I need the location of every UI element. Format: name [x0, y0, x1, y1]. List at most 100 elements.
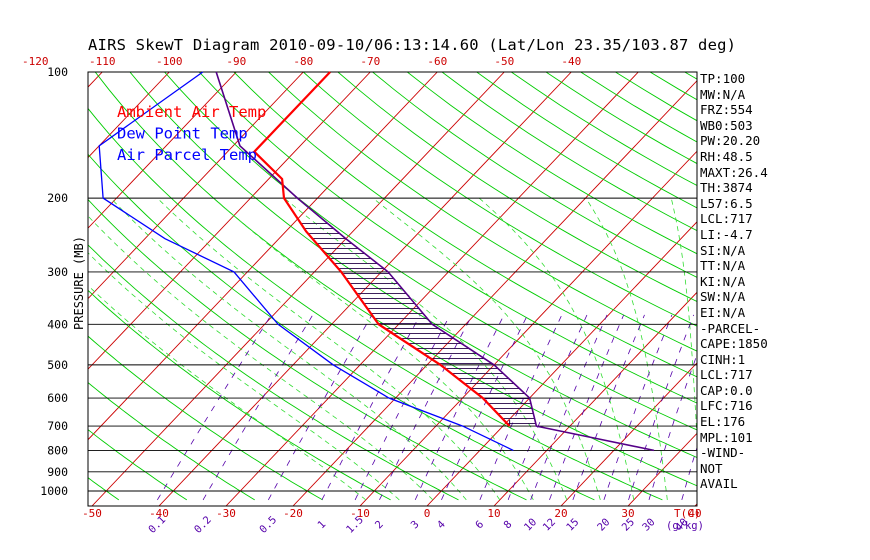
- stat-line: LI:-4.7: [700, 226, 753, 242]
- mixing-ratio-tick-label: 2: [373, 518, 386, 531]
- stat-line: -WIND-: [700, 445, 746, 461]
- dry-adiabat-line: [372, 72, 697, 278]
- isotherm-line: [359, 150, 697, 506]
- dry-adiabat-line: [268, 72, 697, 352]
- stat-line: TT:N/A: [700, 258, 746, 274]
- chart-title: AIRS SkewT Diagram 2010-09-10/06:13:14.6…: [88, 36, 737, 54]
- isotherm-line: [560, 362, 697, 506]
- pressure-tick-label: 300: [47, 265, 68, 279]
- isotherm-line: [493, 291, 697, 506]
- mixing-ratio-line: [321, 314, 421, 501]
- stat-line: TP:100: [700, 71, 746, 86]
- mixing-ratio-line: [572, 314, 645, 501]
- bottom-temperature-tick-label: -20: [283, 507, 303, 520]
- dry-adiabat-line: [88, 335, 323, 501]
- mixing-ratio-tick-label: 1: [315, 518, 328, 531]
- dry-adiabat-line: [88, 477, 120, 501]
- legend-parcel-temp: Air Parcel Temp: [117, 146, 257, 164]
- isotherm-line: [88, 72, 237, 229]
- dry-adiabat-line: [198, 72, 697, 404]
- pressure-tick-label: 900: [47, 465, 68, 479]
- dry-adiabat-line: [164, 72, 697, 431]
- bottom-temperature-tick-label: 10: [487, 507, 500, 520]
- mixing-ratio-tick-label: 6: [473, 518, 486, 531]
- moist-adiabat-line: [110, 197, 467, 501]
- bottom-temperature-tick-label: 0: [424, 507, 431, 520]
- mixing-ratio-line: [648, 353, 697, 501]
- thermo-grid: [88, 72, 697, 506]
- mixing-ratio-tick-label: 0.2: [192, 514, 214, 536]
- bottom-temperature-tick-label: 40: [688, 507, 701, 520]
- mixing-ratio-line: [603, 314, 673, 501]
- top-temperature-tick-label: -110: [89, 55, 116, 68]
- top-temperature-tick-label: -70: [360, 55, 380, 68]
- moist-adiabat-line: [670, 198, 697, 444]
- pressure-tick-label: 100: [47, 65, 68, 79]
- stat-line: CAPE:1850: [700, 336, 768, 352]
- top-temperature-tick-label: -120: [22, 55, 49, 68]
- parcel-profile-line: [215, 71, 655, 452]
- cape-hatch: [300, 223, 536, 427]
- mixing-ratio-line: [628, 314, 695, 501]
- stat-line: LCL:717: [700, 211, 753, 227]
- mixing-ratio-tick-label: 20: [595, 516, 612, 533]
- isotherm-line: [88, 72, 371, 370]
- mixing-ratio-line: [549, 314, 625, 501]
- moist-adiabat-line: [157, 197, 501, 501]
- stat-line: KI:N/A: [700, 273, 746, 289]
- stat-line: EL:176: [700, 414, 746, 430]
- bottom-temperature-tick-label: 30: [621, 507, 634, 520]
- dry-adiabat-line: [407, 72, 697, 255]
- stat-line: LFC:716: [700, 398, 753, 414]
- dry-adiabat-line: [94, 72, 697, 487]
- mixing-ratio-tick-label: 8: [502, 518, 515, 531]
- isotherm-line: [158, 72, 572, 506]
- dry-adiabat-line: [88, 289, 391, 501]
- stat-line: RH:48.5: [700, 148, 753, 164]
- stats-panel: TP:100 MW:N/A FRZ:554 WB0:503 PW:20.20 RH:48.…: [700, 71, 870, 492]
- mixing-ratio-tick-label: 10: [522, 516, 539, 533]
- stat-line: MPL:101: [700, 429, 753, 445]
- stat-line: AVAIL: [700, 476, 738, 492]
- plot-frame: [87, 71, 698, 507]
- stat-line: EI:N/A: [700, 304, 746, 320]
- dry-adiabat-line: [88, 107, 663, 501]
- stat-line: TH:3874: [700, 180, 753, 196]
- dewpoint-profile-line: [98, 71, 514, 451]
- top-temperature-tick-label: -80: [293, 55, 313, 68]
- pressure-tick-label: 700: [47, 419, 68, 433]
- stat-line: NOT: [700, 460, 723, 476]
- temperature-axis-label: T(C): [674, 507, 701, 520]
- mixing-ratio-line: [202, 314, 314, 501]
- dry-adiabat-line: [88, 198, 527, 501]
- pressure-tick-label: 500: [47, 358, 68, 372]
- bottom-temperature-tick-label: -40: [149, 507, 169, 520]
- dry-adiabat-line: [302, 72, 697, 327]
- dry-adiabat-line: [88, 381, 255, 501]
- stat-line: SI:N/A: [700, 242, 746, 258]
- mixing-ratio-tick-label: 30: [640, 516, 657, 533]
- stat-line: CINH:1: [700, 351, 746, 367]
- bottom-temperature-tick-label: -50: [82, 507, 102, 520]
- pressure-tick-label: 600: [47, 391, 68, 405]
- pressure-tick-label: 200: [47, 191, 68, 205]
- legend-dewpoint-temp: Dew Point Temp: [117, 125, 248, 143]
- mixing-ratio-axis-label: (g/kg): [666, 520, 704, 532]
- isotherm-line: [292, 80, 697, 506]
- stat-line: FRZ:554: [700, 102, 753, 118]
- dry-adiabat-line: [337, 72, 697, 303]
- moist-adiabat-line: [372, 197, 601, 500]
- isotherm-line: [225, 72, 639, 506]
- stat-line: PW:20.20: [700, 133, 761, 149]
- isotherm-line: [91, 72, 505, 506]
- mixing-ratio-line: [157, 314, 272, 501]
- dry-adiabat-line: [233, 72, 697, 378]
- mixing-ratio-tick-label: 4: [435, 518, 448, 531]
- stat-line: MW:N/A: [700, 86, 746, 102]
- stat-line: -PARCEL-: [700, 320, 761, 336]
- dry-adiabat-line: [129, 72, 697, 458]
- dry-adiabat-line: [88, 244, 459, 501]
- bottom-temperature-tick-label: -30: [216, 507, 236, 520]
- top-temperature-tick-label: -40: [561, 55, 581, 68]
